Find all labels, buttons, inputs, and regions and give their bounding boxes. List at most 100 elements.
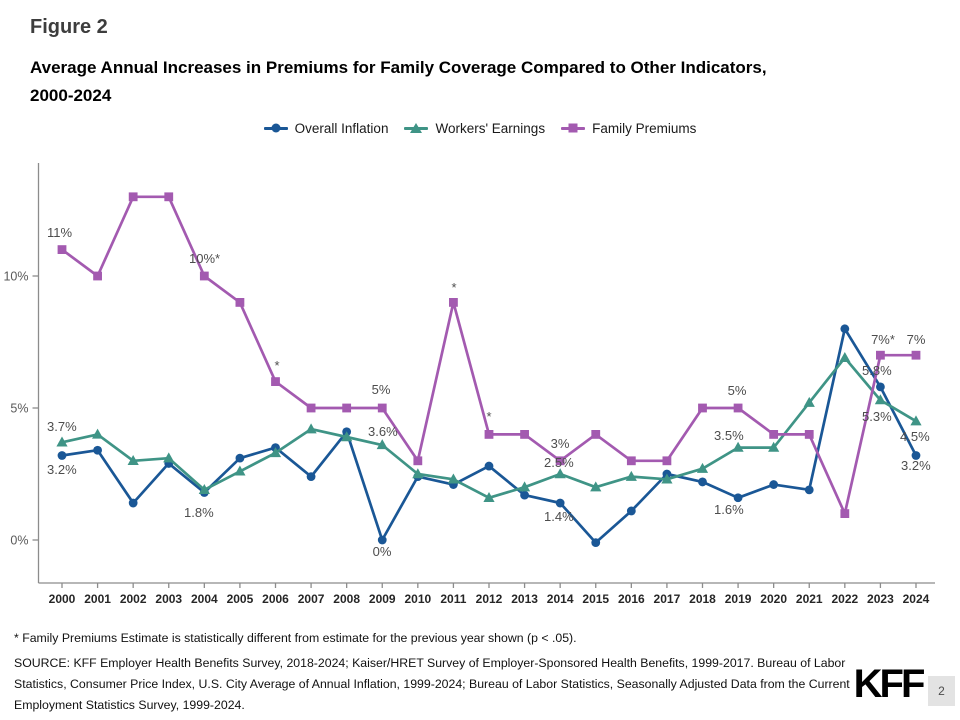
- x-tick-label: 2008: [333, 592, 360, 606]
- point-label: *: [486, 409, 491, 424]
- data-point-square: [733, 403, 743, 413]
- data-point-square: [377, 403, 387, 413]
- data-point-circle: [520, 490, 529, 500]
- data-point-square: [662, 456, 672, 466]
- y-tick-label: 0%: [10, 534, 28, 548]
- data-point-circle: [769, 480, 779, 489]
- x-tick-label: 2012: [476, 592, 503, 606]
- point-label: 3.2%: [47, 462, 77, 477]
- chart-title-line1: Average Annual Increases in Premiums for…: [30, 58, 767, 77]
- chart-title: Average Annual Increases in Premiums for…: [30, 54, 942, 110]
- significance-footnote: * Family Premiums Estimate is statistica…: [14, 631, 577, 645]
- data-point-square: [698, 403, 707, 413]
- data-point-triangle: [768, 441, 780, 452]
- legend-marker-triangle-icon: [410, 123, 423, 133]
- x-tick-label: 2000: [49, 592, 76, 606]
- x-tick-label: 2002: [120, 592, 147, 606]
- figure-label: Figure 2: [30, 16, 108, 38]
- data-point-square: [484, 430, 494, 439]
- x-tick-label: 2022: [831, 592, 858, 606]
- source-note: SOURCE: KFF Employer Health Benefits Sur…: [14, 656, 850, 712]
- data-point-square: [306, 403, 316, 413]
- data-point-circle: [626, 506, 636, 516]
- data-point-triangle: [874, 394, 887, 405]
- data-point-square: [591, 430, 601, 439]
- data-point-circle: [484, 461, 494, 471]
- point-label: 7%: [907, 332, 926, 347]
- data-point-circle: [911, 451, 921, 460]
- point-label: 10%*: [189, 251, 220, 266]
- data-point-triangle: [732, 441, 744, 452]
- data-point-square: [93, 271, 102, 281]
- data-point-triangle: [625, 470, 637, 481]
- data-point-triangle: [412, 468, 424, 479]
- data-point-circle: [698, 477, 707, 487]
- data-point-square: [769, 430, 779, 439]
- data-point-triangle: [803, 396, 815, 407]
- x-tick-label: 2001: [84, 592, 111, 606]
- data-point-triangle: [910, 415, 922, 426]
- data-point-triangle: [554, 468, 566, 479]
- legend-marker-square-icon: [568, 123, 578, 133]
- data-point-square: [271, 377, 280, 386]
- data-point-triangle: [163, 452, 175, 463]
- data-point-square: [235, 298, 245, 307]
- data-point-square: [342, 403, 352, 413]
- x-tick-label: 2004: [191, 592, 218, 606]
- series-line-triangle: [60, 356, 918, 500]
- data-point-triangle: [56, 436, 68, 447]
- point-label: 11%: [47, 225, 72, 240]
- x-tick-label: 2014: [547, 592, 574, 606]
- x-tick-label: 2024: [903, 592, 930, 606]
- data-point-triangle: [305, 423, 317, 434]
- data-point-triangle: [661, 473, 673, 484]
- data-point-square: [449, 298, 458, 307]
- legend-label: Workers' Earnings: [435, 120, 546, 136]
- point-label: 7%*: [871, 332, 895, 347]
- chart-title-line2: 2000-2024: [30, 86, 112, 105]
- x-tick-label: 2023: [867, 592, 894, 606]
- data-point-triangle: [518, 481, 531, 492]
- data-point-square: [876, 350, 885, 360]
- x-tick-label: 2009: [369, 592, 396, 606]
- legend-line: [561, 123, 586, 133]
- data-point-square: [804, 430, 814, 439]
- data-point-triangle: [198, 484, 210, 495]
- x-tick-label: 2006: [262, 592, 289, 606]
- point-label: 0%: [373, 544, 392, 559]
- x-tick-label: 2003: [155, 592, 182, 606]
- page-number-badge: 2: [928, 676, 955, 706]
- point-label: 1.6%: [714, 502, 744, 517]
- x-tick-label: 2017: [654, 592, 681, 606]
- data-point-circle: [840, 324, 850, 334]
- y-tick-label: 5%: [10, 402, 28, 416]
- data-point-square: [128, 192, 138, 202]
- x-tick-label: 2007: [298, 592, 325, 606]
- point-label: 5.3%: [862, 409, 892, 424]
- data-point-square: [164, 192, 174, 202]
- data-point-triangle: [590, 481, 602, 492]
- data-point-triangle: [269, 447, 282, 458]
- chart-area: 0% 5% 10% 2000 2001 2002 2003 2004 2005 2006 2007 2…: [0, 158, 960, 623]
- data-point-square: [911, 350, 921, 360]
- legend-item-family-premiums: Family Premiums: [561, 121, 696, 136]
- point-label: 5%: [372, 382, 391, 397]
- data-point-square: [413, 456, 423, 466]
- point-label: *: [274, 358, 279, 373]
- x-tick-label: 2005: [227, 592, 254, 606]
- data-point-square: [626, 456, 636, 466]
- legend-line: [263, 123, 288, 133]
- data-point-square: [520, 430, 529, 439]
- x-tick-label: 2010: [404, 592, 431, 606]
- data-point-circle: [306, 472, 316, 482]
- x-tick-label: 2018: [689, 592, 716, 606]
- data-point-triangle: [91, 428, 104, 439]
- data-point-circle: [804, 485, 814, 495]
- kff-logo: KFF: [853, 661, 926, 706]
- legend-item-workers-earnings: Workers' Earnings: [404, 121, 545, 136]
- point-label: 3.6%: [368, 424, 398, 439]
- point-label: 3.2%: [901, 458, 931, 473]
- data-point-triangle: [341, 431, 353, 442]
- x-tick-label: 2015: [582, 592, 609, 606]
- legend: Overall Inflation Workers' Earnings Family…: [0, 116, 960, 140]
